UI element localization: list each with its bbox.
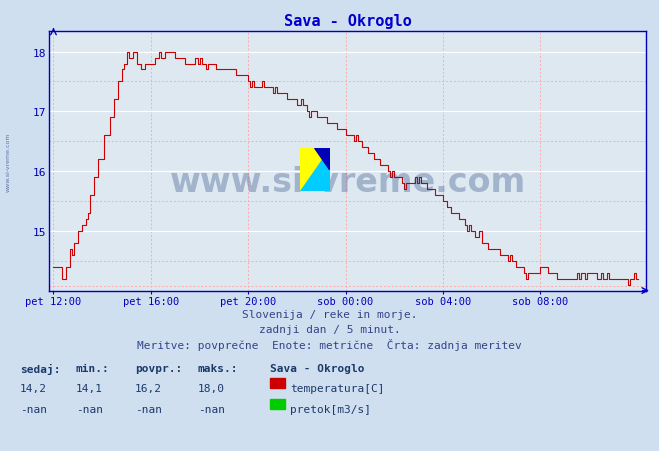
Text: pretok[m3/s]: pretok[m3/s] (290, 405, 371, 414)
Text: -nan: -nan (76, 405, 103, 414)
Title: Sava - Okroglo: Sava - Okroglo (284, 14, 411, 29)
Text: 18,0: 18,0 (198, 383, 225, 393)
Text: Slovenija / reke in morje.: Slovenija / reke in morje. (242, 309, 417, 319)
Text: Meritve: povprečne  Enote: metrične  Črta: zadnja meritev: Meritve: povprečne Enote: metrične Črta:… (137, 338, 522, 350)
Text: 16,2: 16,2 (135, 383, 162, 393)
Text: -nan: -nan (20, 405, 47, 414)
Polygon shape (300, 149, 330, 192)
Polygon shape (300, 149, 330, 192)
Text: temperatura[C]: temperatura[C] (290, 383, 384, 393)
Text: 14,1: 14,1 (76, 383, 103, 393)
Text: zadnji dan / 5 minut.: zadnji dan / 5 minut. (258, 324, 401, 334)
Text: maks.:: maks.: (198, 363, 238, 373)
Text: www.si-vreme.com: www.si-vreme.com (169, 166, 526, 198)
Text: -nan: -nan (198, 405, 225, 414)
Text: sedaj:: sedaj: (20, 363, 60, 374)
Text: povpr.:: povpr.: (135, 363, 183, 373)
Polygon shape (315, 149, 330, 170)
Text: Sava - Okroglo: Sava - Okroglo (270, 363, 364, 373)
Text: www.si-vreme.com: www.si-vreme.com (5, 133, 11, 192)
Text: min.:: min.: (76, 363, 109, 373)
Text: -nan: -nan (135, 405, 162, 414)
Text: 14,2: 14,2 (20, 383, 47, 393)
